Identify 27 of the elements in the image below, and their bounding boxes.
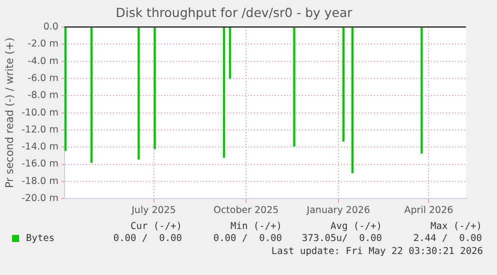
y-axis-title: Pr second read (-) / write (+) — [4, 38, 16, 188]
legend-label: Bytes — [25, 232, 56, 244]
y-tick-label: -20.0 m — [22, 193, 58, 204]
x-tick-label: April 2026 — [404, 204, 454, 216]
y-tick-label: -18.0 m — [22, 176, 58, 187]
y-tick-label: -8.0 m — [28, 90, 58, 102]
x-tick-label: October 2025 — [213, 204, 279, 216]
text: 373.05u/ 0.00 — [300, 232, 382, 244]
x-tick-label: July 2025 — [130, 204, 176, 216]
y-tick-label: -6.0 m — [28, 72, 58, 84]
text: Max (-/+) — [430, 220, 482, 232]
chart-title: Disk throughput for /dev/sr0 - by year — [116, 4, 354, 20]
y-tick-label: -2.0 m — [28, 38, 58, 50]
text: 0.00 / 0.00 — [212, 232, 282, 244]
text: Last update: Fri May 22 03:30:21 2026 — [271, 246, 483, 257]
y-tick-label: -4.0 m — [28, 56, 58, 67]
text: 0.00 / 0.00 — [112, 232, 182, 244]
y-tick-label: -14.0 m — [22, 142, 58, 153]
y-tick-label: -12.0 m — [22, 124, 58, 136]
x-tick-label: January 2026 — [306, 204, 370, 216]
y-tick-label: 0.0 — [43, 21, 58, 32]
text: Avg (-/+) — [330, 220, 382, 232]
text: Cur (-/+) — [130, 220, 182, 232]
text: Min (-/+) — [230, 220, 282, 232]
text: 2.44 / 0.00 — [412, 232, 482, 244]
y-tick-label: -10.0 m — [22, 107, 58, 118]
y-tick-label: -16.0 m — [22, 158, 58, 170]
